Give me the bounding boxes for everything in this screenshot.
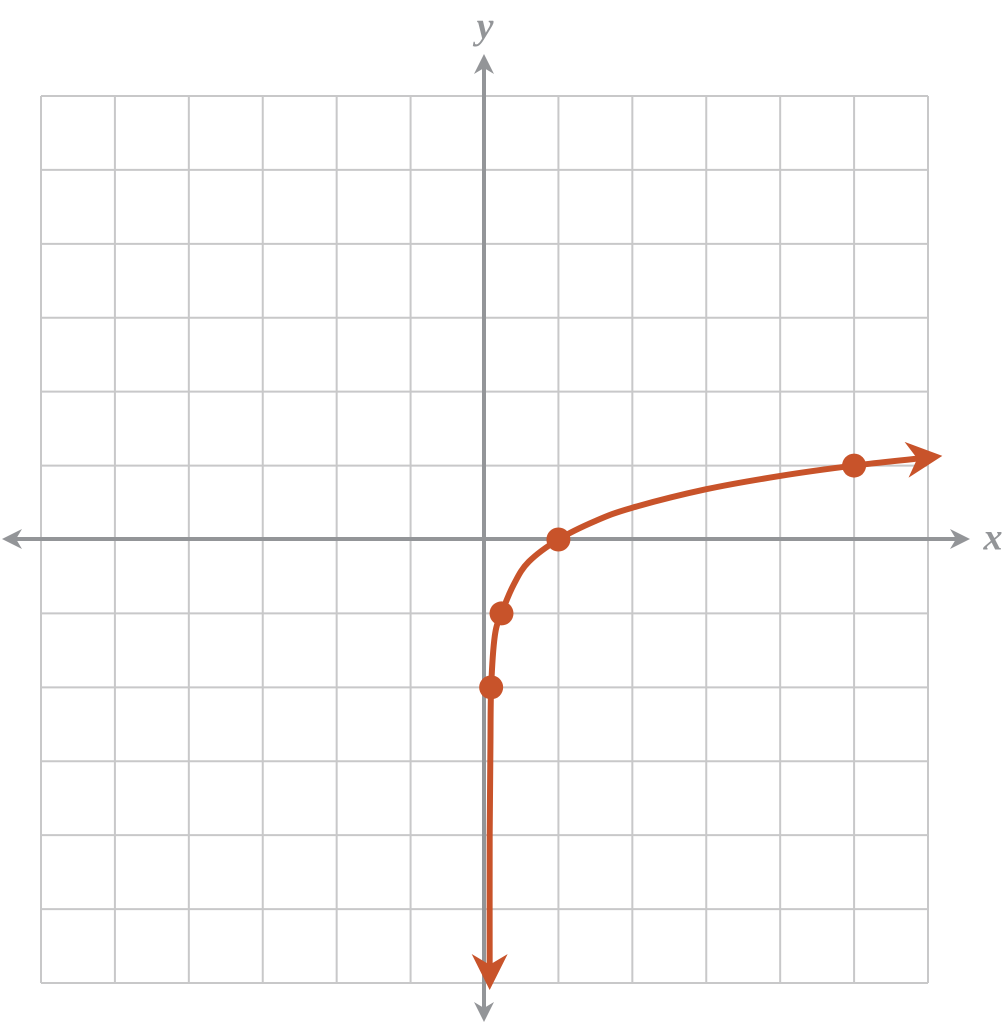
axes: x y — [2, 6, 1003, 1022]
x-axis-label: x — [983, 517, 1003, 559]
plot — [471, 441, 943, 991]
point — [842, 453, 867, 478]
point — [489, 601, 514, 626]
point — [546, 527, 571, 552]
point — [479, 675, 504, 700]
y-axis-label: y — [473, 6, 494, 48]
curve — [471, 441, 943, 991]
